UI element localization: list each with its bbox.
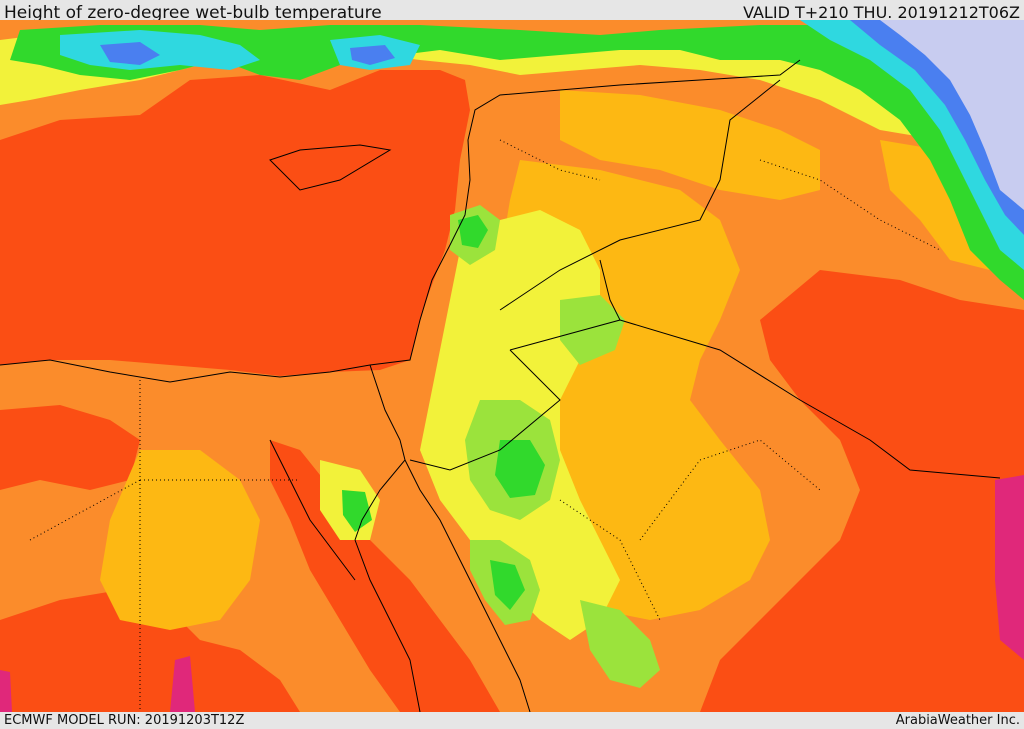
sudan-hot-zone: [0, 590, 300, 712]
magenta-south-spot: [170, 656, 195, 712]
coastlines: [0, 59, 801, 712]
lime-saudi-south: [580, 600, 660, 688]
cyan-iran-band: [800, 20, 1024, 270]
header-bar: Height of zero-degree wet-bulb temperatu…: [0, 0, 1024, 23]
green-lebanon: [458, 215, 488, 248]
amber-syria: [560, 90, 820, 200]
arabia-east-hot-zone: [700, 270, 1024, 712]
admin-borders: [29, 139, 941, 712]
country-borders: [409, 79, 1001, 479]
footer-bar: ECMWF MODEL RUN: 20191203T12Z ArabiaWeat…: [0, 712, 1024, 729]
magenta-southwest-spot: [0, 670, 12, 712]
blue-turkey-cell-2: [350, 45, 395, 65]
blue-turkey-cell: [100, 42, 160, 65]
credit-label: ArabiaWeather Inc.: [895, 713, 1020, 728]
model-run-label: ECMWF MODEL RUN: 20191203T12Z: [4, 713, 245, 728]
lavender-iran-highlands: [880, 20, 1024, 210]
green-saudi-west: [490, 560, 525, 610]
green-jordan: [495, 440, 545, 498]
map-title: Height of zero-degree wet-bulb temperatu…: [4, 3, 382, 23]
magenta-east-spot: [995, 475, 1024, 660]
map-canvas: [0, 20, 1024, 712]
egypt-hot-zone: [0, 405, 140, 490]
green-sinai: [342, 490, 372, 532]
valid-time: VALID T+210 THU. 20191212T06Z: [743, 3, 1020, 22]
lime-iraq: [560, 295, 625, 365]
mediterranean-sea: [0, 70, 470, 376]
weather-map: [0, 20, 1024, 712]
